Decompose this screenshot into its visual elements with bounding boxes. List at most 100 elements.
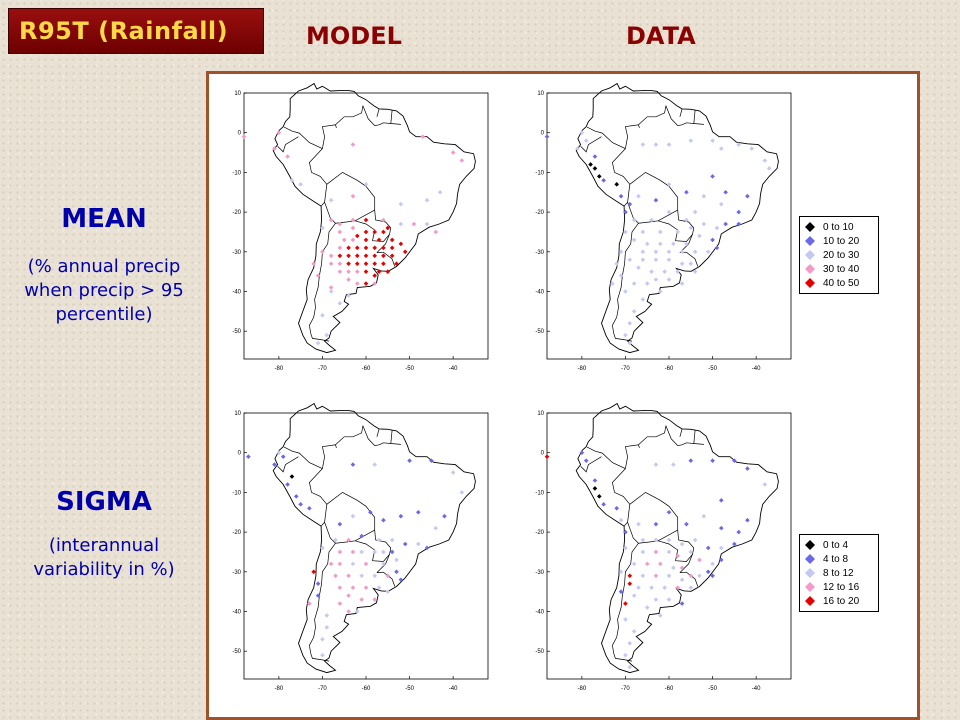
station-point <box>614 505 620 511</box>
legend-item: 0 to 4 <box>805 538 873 552</box>
station-point <box>588 162 593 167</box>
country-border <box>638 425 667 446</box>
station-point <box>675 585 681 590</box>
x-tick-label: -50 <box>405 366 414 372</box>
station-point <box>354 233 360 239</box>
station-point <box>679 541 685 547</box>
station-point <box>675 553 681 559</box>
country-border <box>376 234 390 253</box>
station-point <box>723 189 728 195</box>
station-point <box>657 613 663 618</box>
station-point <box>402 541 408 547</box>
country-border <box>693 110 696 124</box>
country-border <box>586 444 640 470</box>
station-point <box>601 502 606 507</box>
station-point <box>583 138 589 143</box>
country-border <box>580 456 602 473</box>
station-point <box>610 281 615 286</box>
legend-label: 12 to 16 <box>823 581 860 593</box>
station-point <box>385 589 391 594</box>
station-point <box>429 458 434 463</box>
legend-item: 10 to 20 <box>805 234 873 248</box>
station-point <box>653 537 659 543</box>
station-point <box>614 261 620 267</box>
x-tick-label: -40 <box>752 366 761 372</box>
station-point <box>389 549 395 555</box>
legend-sigma: 0 to 4 4 to 8 8 to 12 12 to 16 16 to 20 <box>799 534 879 612</box>
station-point <box>657 561 663 567</box>
station-point <box>354 245 360 251</box>
station-point <box>679 261 685 267</box>
station-point <box>714 225 720 231</box>
country-border <box>665 105 704 126</box>
station-point <box>653 277 659 282</box>
station-point <box>372 253 378 259</box>
legend-label: 0 to 4 <box>823 539 849 551</box>
y-tick-label: -50 <box>232 649 241 655</box>
country-border <box>658 530 695 562</box>
station-point <box>398 201 404 207</box>
station-point <box>433 525 439 531</box>
station-point <box>736 221 742 227</box>
station-point <box>644 605 650 610</box>
y-tick-label: -10 <box>232 490 241 496</box>
country-border <box>612 542 639 662</box>
map-sigma_model: -80 -70 -60 -50 -40 10 0 -10 -20 -30 -40 -50 <box>232 402 489 692</box>
station-point <box>745 466 750 471</box>
legend-item: 8 to 12 <box>805 566 873 580</box>
station-point <box>376 537 382 543</box>
station-point <box>398 241 404 247</box>
station-point <box>623 652 628 658</box>
country-border <box>627 202 678 224</box>
continent-outline <box>272 402 476 674</box>
station-point <box>745 517 750 523</box>
station-point <box>372 245 378 251</box>
station-point <box>627 257 633 263</box>
station-point <box>350 225 356 231</box>
station-point <box>679 577 685 583</box>
diamond-icon <box>805 582 815 592</box>
y-tick-label: 10 <box>234 91 241 97</box>
station-point <box>381 229 386 235</box>
diamond-icon <box>805 596 815 606</box>
country-border <box>376 428 380 437</box>
country-border <box>309 542 336 662</box>
country-border <box>580 136 602 153</box>
row-description-line: (% annual precip <box>27 256 181 277</box>
station-point <box>692 209 698 215</box>
station-point <box>623 289 628 294</box>
diamond-icon <box>805 222 815 232</box>
y-tick-label: -30 <box>535 250 544 256</box>
country-border <box>324 522 375 544</box>
station-point <box>631 561 637 567</box>
station-point <box>684 241 689 247</box>
station-point <box>354 609 360 614</box>
station-point <box>337 221 343 227</box>
diamond-icon <box>805 554 815 564</box>
legend-label: 40 to 50 <box>823 277 860 289</box>
station-point <box>705 249 711 255</box>
station-point <box>350 142 356 147</box>
x-tick-label: -70 <box>318 686 327 692</box>
station-point <box>394 261 399 267</box>
station-point <box>671 462 676 467</box>
station-point <box>627 573 633 579</box>
station-point <box>710 561 715 567</box>
station-point <box>640 142 646 147</box>
x-tick-label: -80 <box>578 686 587 692</box>
station-point <box>684 217 689 223</box>
country-border <box>277 136 299 153</box>
station-point <box>701 221 707 227</box>
station-point <box>718 557 724 563</box>
map-frame <box>546 92 792 360</box>
station-point <box>618 193 624 199</box>
station-point <box>372 462 378 467</box>
station-point <box>627 201 633 207</box>
y-tick-label: 0 <box>541 451 545 457</box>
station-point <box>644 561 650 567</box>
station-point <box>337 561 343 567</box>
station-point <box>596 494 602 499</box>
station-point <box>688 261 694 267</box>
country-border <box>679 428 683 437</box>
diamond-icon <box>805 250 815 260</box>
